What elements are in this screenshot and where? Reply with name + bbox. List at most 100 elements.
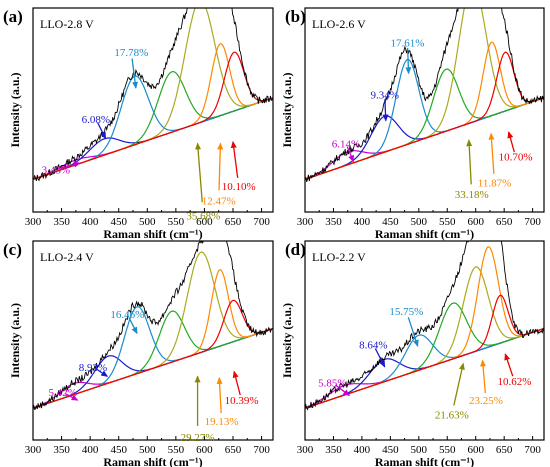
chart-title: LLO-2.2 V — [312, 250, 366, 264]
x-axis-label: Raman shift (cm⁻¹) — [103, 227, 202, 241]
annotation-label: 5.42% — [49, 387, 77, 399]
peak-component-7 — [305, 294, 544, 409]
x-tick-label: 450 — [382, 444, 399, 456]
annotation-label: 16.46% — [110, 309, 144, 321]
peak-component-4 — [305, 302, 544, 409]
panel-4: 300 350 400 450 500 550 600 650 700 Raman shift (… — [280, 240, 545, 467]
x-tick-label: 450 — [382, 216, 399, 228]
x-tick-label: 450 — [110, 216, 127, 228]
x-tick-label: 650 — [225, 444, 242, 456]
y-axis-label: Intensity (a.u.) — [8, 72, 22, 147]
annotation-label: 15.75% — [389, 306, 423, 318]
annotation-label: 21.63% — [435, 410, 469, 422]
x-tick-label: 700 — [524, 216, 541, 228]
x-tick-label: 500 — [139, 444, 156, 456]
spectrum-line — [305, 241, 544, 411]
annotation-arrow — [346, 146, 354, 163]
annotation-label: 10.70% — [499, 152, 533, 164]
x-tick-label: 350 — [53, 444, 70, 456]
x-tick-label: 550 — [439, 444, 456, 456]
x-tick-label: 400 — [354, 444, 371, 456]
x-tick-label: 400 — [82, 216, 99, 228]
annotation-label: 17.78% — [114, 47, 148, 59]
x-tick-label: 600 — [196, 444, 213, 456]
annotation-label: 12.47% — [202, 196, 236, 208]
annotation-label: 17.61% — [390, 37, 424, 49]
annotation-arrow — [507, 131, 515, 153]
panel-1: 300 350 400 450 500 550 600 650 700 Raman shift (… — [3, 7, 274, 241]
plot-area — [305, 8, 544, 182]
x-tick-label: 700 — [253, 216, 270, 228]
x-tick-label: 700 — [253, 444, 270, 456]
annotation-arrow — [453, 362, 465, 406]
peak-component-7 — [305, 51, 544, 180]
x-tick-label: 700 — [524, 444, 541, 456]
chart-title: LLO-2.4 V — [40, 250, 94, 264]
annotation-arrow — [504, 353, 514, 377]
panel-label: (c) — [3, 240, 22, 259]
panel-label: (a) — [3, 7, 23, 26]
plot-frame — [32, 7, 274, 213]
x-tick-label: 300 — [297, 216, 314, 228]
annotation-arrow — [480, 359, 487, 394]
x-tick-label: 500 — [411, 216, 428, 228]
annotation-arrow — [405, 47, 412, 75]
x-tick-label: 600 — [196, 216, 213, 228]
annotation-arrow — [95, 367, 109, 377]
x-tick-label: 600 — [467, 216, 484, 228]
x-tick-label: 650 — [225, 216, 242, 228]
annotation-label: 10.39% — [225, 395, 259, 407]
y-axis-label: Intensity (a.u.) — [8, 303, 22, 378]
annotation-label: 19.13% — [205, 416, 239, 428]
annotation-label: 6.14% — [332, 138, 360, 150]
annotation-arrow — [131, 58, 139, 89]
annotation-label: 8.93% — [79, 362, 107, 374]
x-tick-label: 500 — [139, 216, 156, 228]
annotation-arrow — [217, 142, 224, 191]
plot-frame — [304, 240, 545, 441]
annotation-label: 23.25% — [469, 395, 503, 407]
annotation-label: 33.18% — [455, 189, 489, 201]
annotation-label: 3.43% — [42, 165, 70, 177]
annotation-label: 10.10% — [222, 181, 256, 193]
y-axis-label: Intensity (a.u.) — [280, 72, 294, 147]
plot-frame — [32, 240, 274, 441]
spectrum-line — [305, 8, 544, 182]
annotation-arrow — [216, 376, 223, 414]
panel-2: 300 350 400 450 500 550 600 650 700 Raman shift (… — [280, 7, 545, 241]
x-tick-label: 650 — [496, 216, 513, 228]
annotation-arrow — [488, 132, 495, 174]
x-tick-label: 300 — [25, 216, 42, 228]
annotation-arrow — [65, 393, 79, 401]
x-tick-label: 300 — [25, 444, 42, 456]
y-axis-label: Intensity (a.u.) — [280, 303, 294, 378]
annotation-arrow — [230, 140, 239, 179]
annotation-arrow — [60, 161, 81, 170]
x-tick-label: 350 — [53, 216, 70, 228]
chart-title: LLO-2.8 V — [40, 17, 94, 31]
panel-label: (b) — [285, 7, 306, 26]
annotation-label: 8.64% — [359, 339, 387, 351]
annotation-arrow — [374, 348, 386, 368]
x-tick-label: 450 — [110, 444, 127, 456]
x-tick-label: 550 — [168, 444, 185, 456]
annotation-arrow — [232, 370, 241, 396]
annotation-arrow — [128, 317, 138, 335]
annotation-label: 29.27% — [181, 432, 215, 444]
annotation-label: 6.08% — [82, 114, 110, 126]
x-tick-label: 550 — [168, 216, 185, 228]
annotation-label: 10.62% — [497, 376, 531, 388]
spectrum-line — [33, 8, 273, 182]
x-tick-label: 500 — [411, 444, 428, 456]
annotation-arrow — [407, 317, 419, 348]
x-tick-label: 350 — [325, 444, 342, 456]
plot-frame — [304, 7, 545, 213]
plot-area — [305, 241, 544, 411]
annotation-arrow — [195, 142, 203, 203]
annotation-arrow — [97, 122, 107, 140]
annotation-arrow — [382, 99, 389, 122]
x-tick-label: 650 — [496, 444, 513, 456]
annotation-label: 5.85% — [318, 378, 346, 390]
spectrum-line — [33, 241, 273, 411]
